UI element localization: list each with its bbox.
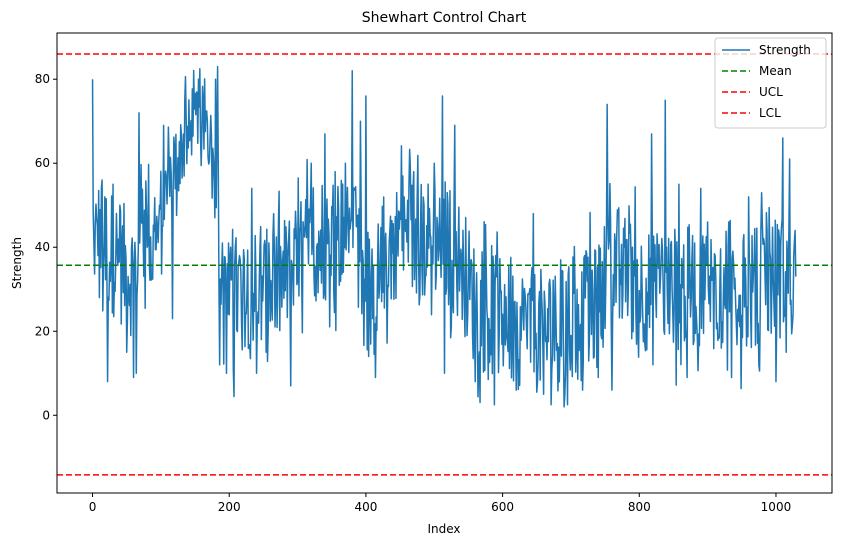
y-tick-label: 20 bbox=[35, 324, 50, 338]
plot-frame bbox=[56, 32, 833, 494]
plot-area bbox=[57, 53, 832, 476]
legend-label: LCL bbox=[759, 106, 781, 120]
x-axis-title: Index bbox=[427, 522, 460, 536]
legend: Strength Mean UCL LCL bbox=[714, 37, 827, 129]
legend-label: Mean bbox=[759, 64, 792, 78]
y-axis-title: Strength bbox=[10, 237, 24, 289]
y-tick-label: 0 bbox=[42, 408, 50, 422]
y-tick-label: 40 bbox=[35, 240, 50, 254]
x-tick-label: 200 bbox=[218, 500, 241, 514]
x-tick-label: 600 bbox=[491, 500, 514, 514]
x-tick-label: 1000 bbox=[761, 500, 792, 514]
y-axis: 0 20 40 60 80 bbox=[35, 72, 57, 422]
legend-box bbox=[714, 37, 827, 129]
x-axis: 0 200 400 600 800 1000 bbox=[89, 493, 792, 514]
chart-title: Shewhart Control Chart bbox=[362, 10, 527, 26]
series-line-strength bbox=[91, 65, 797, 408]
x-tick-label: 0 bbox=[89, 500, 97, 514]
y-tick-label: 80 bbox=[35, 72, 50, 86]
x-tick-label: 800 bbox=[628, 500, 651, 514]
legend-label: Strength bbox=[759, 43, 811, 57]
y-tick-label: 60 bbox=[35, 156, 50, 170]
legend-label: UCL bbox=[759, 85, 783, 99]
x-tick-label: 400 bbox=[354, 500, 377, 514]
